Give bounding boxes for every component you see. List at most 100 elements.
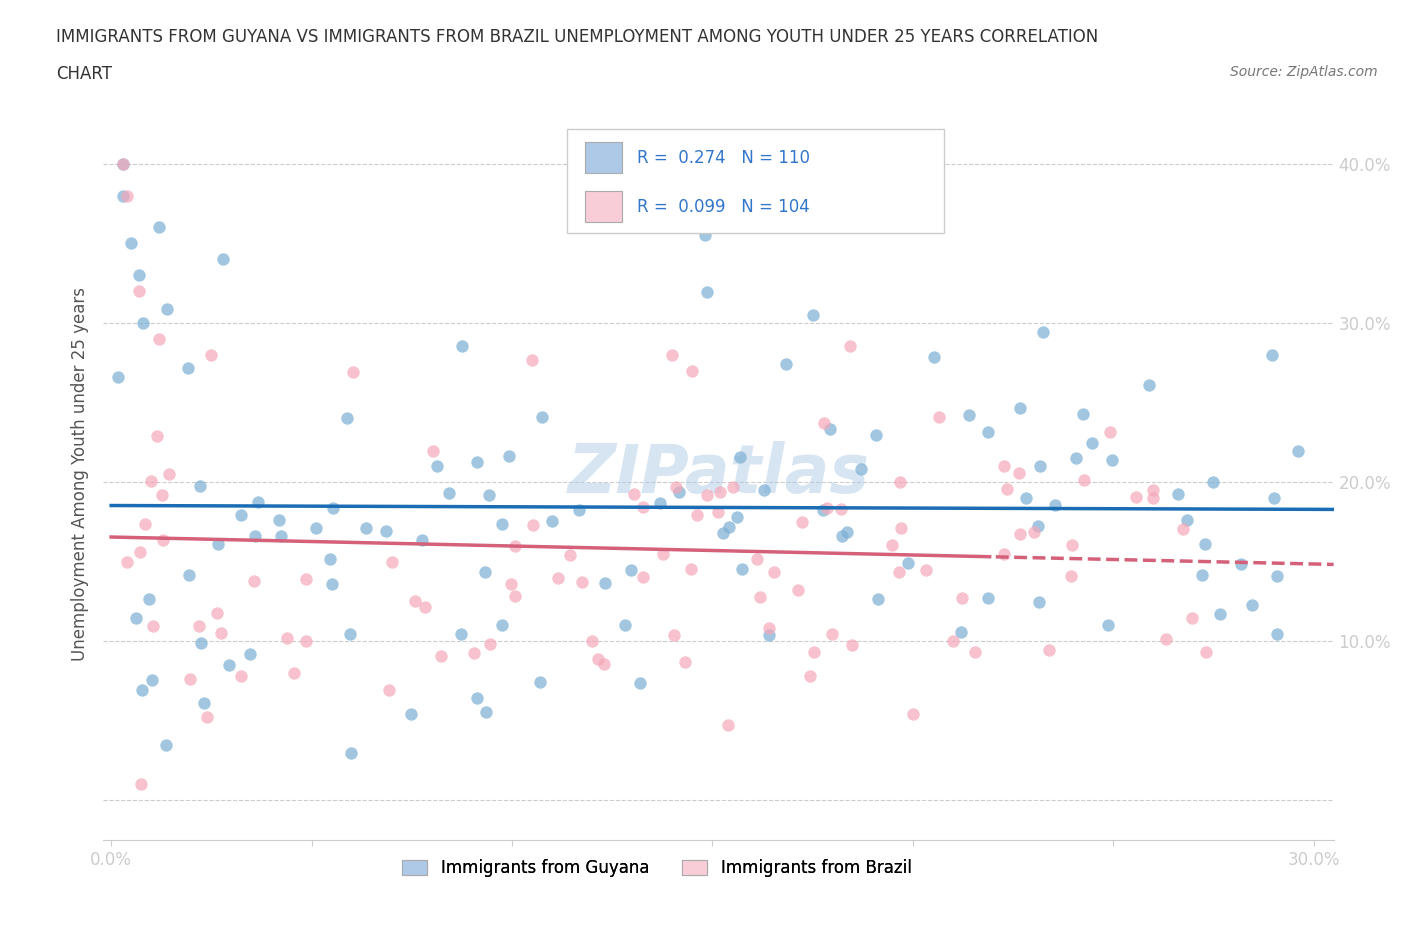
Text: CHART: CHART [56, 65, 112, 83]
Point [142, 618, 165, 633]
Point [1171, 521, 1194, 536]
Point [696, 487, 718, 502]
Point [356, 521, 378, 536]
Point [115, 188, 138, 203]
Point [498, 448, 520, 463]
Point [707, 504, 730, 519]
Point [725, 510, 748, 525]
Point [429, 648, 451, 663]
Point [668, 485, 690, 499]
Point [1028, 459, 1050, 474]
Point [342, 365, 364, 379]
Point [890, 521, 912, 536]
Point [1071, 406, 1094, 421]
Point [209, 626, 232, 641]
Point [1167, 486, 1189, 501]
Point [633, 499, 655, 514]
Point [1028, 595, 1050, 610]
Point [283, 665, 305, 680]
Point [1194, 537, 1216, 551]
Point [294, 572, 316, 587]
Point [928, 409, 950, 424]
Point [786, 582, 808, 597]
Point [239, 646, 262, 661]
Point [1062, 538, 1084, 552]
Point [1142, 490, 1164, 505]
Point [1073, 472, 1095, 487]
Point [889, 475, 911, 490]
Point [661, 347, 683, 362]
Point [134, 517, 156, 532]
Point [321, 577, 343, 591]
Point [679, 562, 702, 577]
Point [592, 657, 614, 671]
Point [977, 591, 1000, 605]
Point [375, 524, 398, 538]
Point [522, 518, 544, 533]
Point [803, 644, 825, 659]
Point [723, 480, 745, 495]
Point [340, 745, 363, 760]
Point [499, 577, 522, 591]
Point [631, 569, 654, 584]
Point [567, 502, 589, 517]
Point [474, 565, 496, 579]
Point [693, 228, 716, 243]
Point [120, 236, 142, 251]
Point [915, 563, 938, 578]
Point [267, 512, 290, 527]
Point [813, 416, 835, 431]
Point [839, 339, 862, 353]
Point [129, 777, 152, 791]
Point [728, 449, 751, 464]
Point [1230, 557, 1253, 572]
Point [463, 646, 485, 661]
Point [411, 533, 433, 548]
Point [1175, 512, 1198, 527]
Point [179, 567, 201, 582]
Point [336, 410, 359, 425]
Text: ZIPatlas: ZIPatlas [568, 441, 869, 507]
Point [558, 548, 581, 563]
Point [128, 545, 150, 560]
Point [1060, 568, 1083, 583]
Point [491, 517, 513, 532]
Point [146, 429, 169, 444]
Point [716, 717, 738, 732]
Point [749, 590, 772, 604]
Point [581, 633, 603, 648]
Point [520, 352, 543, 367]
Point [381, 555, 404, 570]
Point [775, 356, 797, 371]
Point [1032, 324, 1054, 339]
Point [450, 626, 472, 641]
Point [942, 633, 965, 648]
Point [128, 284, 150, 299]
Point [849, 461, 872, 476]
Point [437, 485, 460, 500]
Point [399, 707, 422, 722]
Point [965, 644, 987, 659]
Point [993, 458, 1015, 473]
Point [815, 500, 838, 515]
Text: Source: ZipAtlas.com: Source: ZipAtlas.com [1230, 65, 1378, 79]
Point [150, 487, 173, 502]
Point [319, 551, 342, 566]
Point [132, 315, 155, 330]
Point [475, 704, 498, 719]
Point [950, 591, 973, 605]
Point [141, 473, 163, 488]
Point [1080, 435, 1102, 450]
Point [866, 591, 889, 606]
Point [547, 571, 569, 586]
Point [763, 565, 786, 579]
Point [593, 576, 616, 591]
Point [1098, 424, 1121, 439]
Point [212, 252, 235, 267]
Point [841, 638, 863, 653]
Point [865, 428, 887, 443]
Point [188, 478, 211, 493]
Point [1267, 627, 1289, 642]
Point [1241, 597, 1264, 612]
Point [901, 707, 924, 722]
